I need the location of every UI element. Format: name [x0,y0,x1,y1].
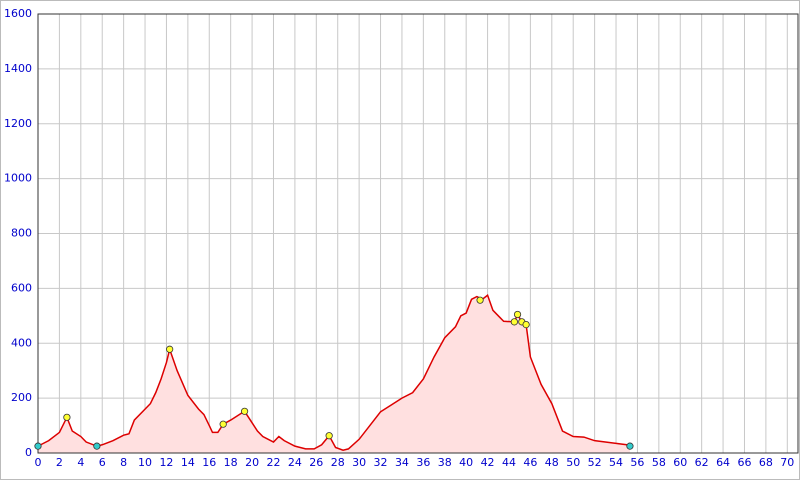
waypoint [219,420,227,428]
x-tick-label: 52 [588,456,602,469]
waypoint [240,407,249,415]
x-tick-label: 58 [652,456,666,469]
x-tick-label: 32 [374,456,388,469]
x-tick-label: 4 [77,456,84,469]
x-tick-label: 36 [416,456,430,469]
waypoint [513,310,522,319]
x-tick-label: 2 [56,456,63,469]
x-tick-label: 26 [309,456,323,469]
y-tick-label: 1400 [4,62,32,75]
x-tick-label: 24 [288,456,302,469]
x-tick-label: 42 [481,456,495,469]
x-tick-label: 0 [35,456,42,469]
x-tick-label: 64 [716,456,730,469]
waypoint [476,296,484,304]
x-tick-label: 44 [502,456,516,469]
y-tick-label: 1600 [4,7,32,20]
x-tick-label: 12 [159,456,173,469]
x-tick-label: 68 [759,456,773,469]
x-tick-label: 50 [566,456,580,469]
waypoint [34,442,42,450]
waypoint [166,345,174,353]
area-fill [38,295,630,453]
y-tick-label: 1200 [4,117,32,130]
x-tick-label: 46 [523,456,537,469]
x-tick-label: 28 [331,456,345,469]
x-tick-label: 16 [202,456,216,469]
waypoint [522,320,530,329]
x-tick-label: 22 [266,456,280,469]
x-tick-label: 34 [395,456,409,469]
x-tick-label: 30 [352,456,366,469]
x-tick-label: 60 [673,456,687,469]
waypoint [626,442,634,450]
waypoint [510,318,518,326]
x-tick-label: 54 [609,456,623,469]
x-tick-label: 70 [780,456,794,469]
waypoint [63,413,71,421]
x-tick-label: 8 [120,456,127,469]
x-tick-label: 20 [245,456,259,469]
y-tick-label: 0 [25,446,32,459]
waypoint [325,432,333,440]
x-tick-label: 38 [438,456,452,469]
x-tick-label: 56 [630,456,644,469]
x-tick-label: 14 [181,456,195,469]
x-tick-label: 40 [459,456,473,469]
y-tick-label: 200 [11,391,32,404]
x-tick-label: 6 [99,456,106,469]
x-tick-label: 48 [545,456,559,469]
x-tick-label: 66 [737,456,751,469]
y-tick-label: 400 [11,336,32,349]
y-tick-label: 800 [11,227,32,240]
x-tick-label: 62 [695,456,709,469]
y-tick-label: 600 [11,281,32,294]
y-tick-label: 1000 [4,172,32,185]
x-tick-label: 18 [224,456,238,469]
plot-border [37,13,799,454]
x-tick-label: 10 [138,456,152,469]
waypoint [93,442,101,450]
